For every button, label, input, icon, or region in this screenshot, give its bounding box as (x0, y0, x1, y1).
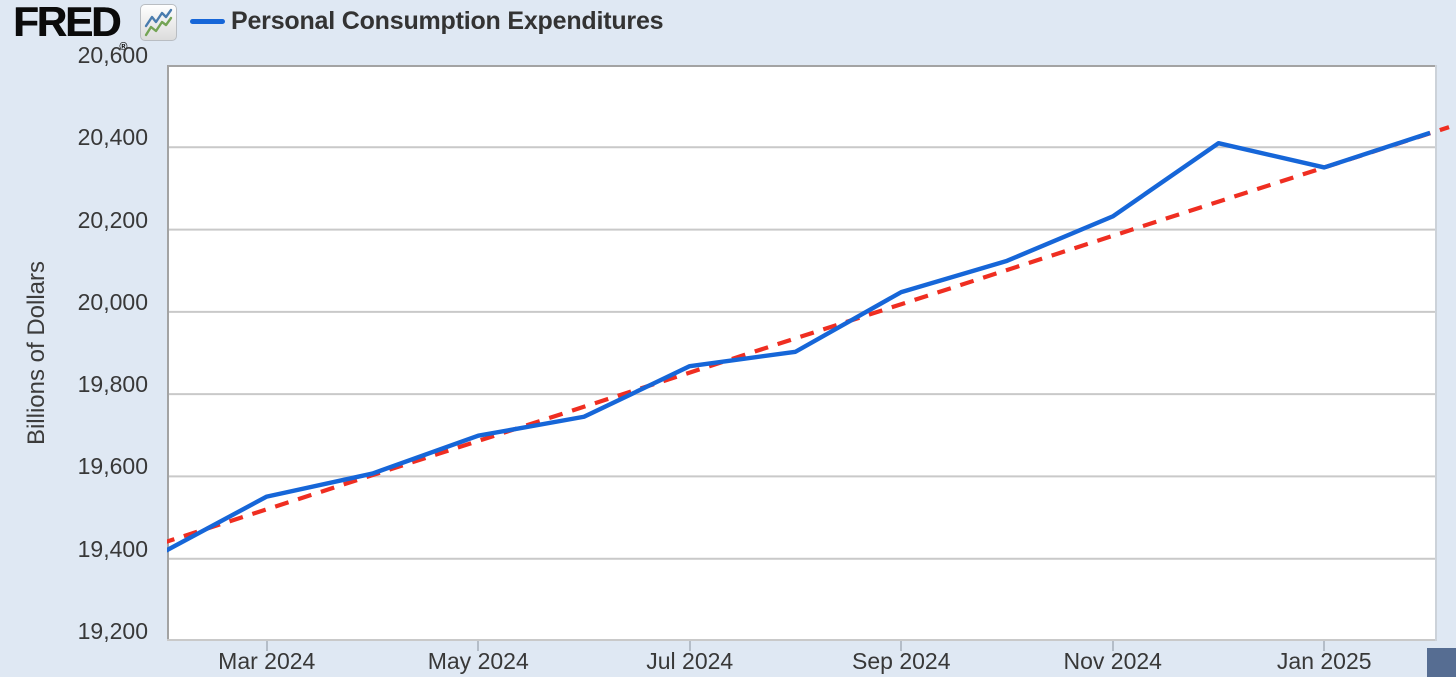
x-tick-mark-jan-2025 (1323, 641, 1326, 651)
x-tick-label-may-2024: May 2024 (427, 648, 529, 674)
x-tick-label-jan-2025: Jan 2025 (1276, 648, 1372, 674)
x-tick-mark-may-2024 (477, 641, 480, 651)
x-tick-label-mar-2024: Mar 2024 (218, 648, 316, 674)
fred-logo-text: FRED (13, 0, 121, 45)
legend-line-swatch (190, 19, 225, 24)
icon-green-zigzag (144, 16, 173, 37)
y-tick-label-20600: 20,600 (77, 42, 148, 68)
pce-series-line (167, 130, 1431, 553)
x-tick-mark-jul-2024 (688, 641, 691, 651)
x-tick-mark-nov-2024 (1111, 641, 1114, 651)
y-tick-label-20400: 20,400 (77, 124, 148, 151)
y-tick-label-19600: 19,600 (77, 453, 148, 480)
y-tick-label-19200: 19,200 (77, 618, 148, 644)
x-tick-label-jul-2024: Jul 2024 (646, 648, 734, 674)
plot-background (167, 65, 1437, 641)
x-tick-label-nov-2024: Nov 2024 (1063, 648, 1162, 674)
icon-blue-zigzag (144, 8, 173, 28)
legend-series-label: Personal Consumption Expenditures (231, 7, 664, 35)
resize-handle[interactable] (1427, 648, 1456, 677)
registered-mark: ® (119, 41, 128, 53)
fred-logo: FRED® (13, 0, 127, 69)
y-tick-label-19400: 19,400 (77, 535, 148, 562)
x-tick-mark-mar-2024 (265, 641, 268, 651)
x-tick-label-sep-2024: Sep 2024 (852, 648, 951, 674)
y-tick-label-19800: 19,800 (77, 371, 148, 398)
x-tick-mark-sep-2024 (900, 641, 903, 651)
fred-sparkline-icon (140, 4, 177, 41)
y-tick-label-20200: 20,200 (77, 206, 148, 233)
y-tick-label-20000: 20,000 (77, 288, 148, 315)
